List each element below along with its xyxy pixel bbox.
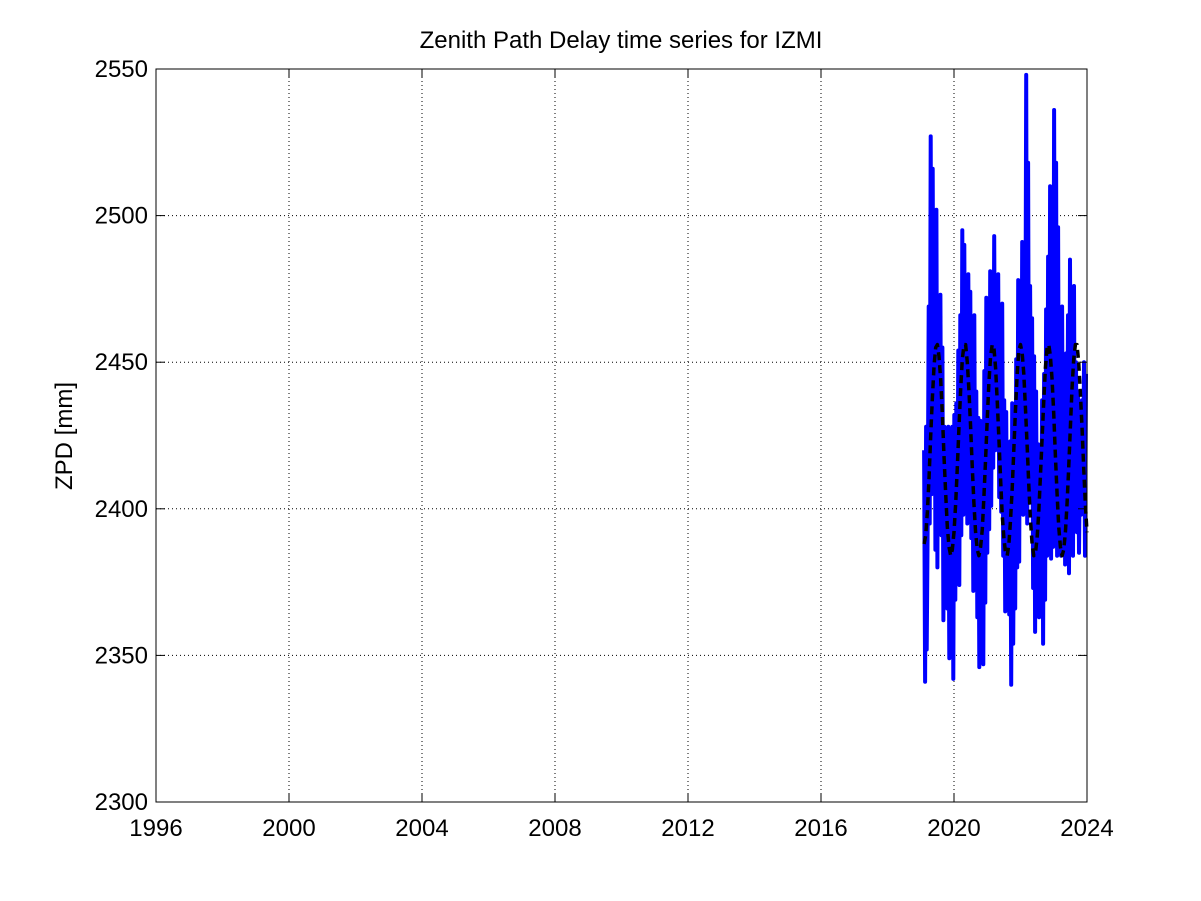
y-axis-label: ZPD [mm] xyxy=(51,382,78,490)
x-tick-label: 1996 xyxy=(129,815,182,842)
y-tick-label: 2350 xyxy=(95,642,148,669)
x-tick-label: 2008 xyxy=(528,815,581,842)
y-tick-labels: 2300 2350 2400 2450 2500 2550 xyxy=(95,56,148,816)
x-tick-label: 2016 xyxy=(794,815,847,842)
y-tick-label: 2500 xyxy=(95,203,148,230)
x-tick-label: 2004 xyxy=(395,815,448,842)
chart-title: Zenith Path Delay time series for IZMI xyxy=(420,27,823,54)
x-tick-label: 2012 xyxy=(661,815,714,842)
y-tick-label: 2450 xyxy=(95,349,148,376)
tick-marks xyxy=(155,68,1088,803)
series-layer xyxy=(922,72,1089,687)
plot-frame xyxy=(155,68,1088,803)
x-tick-label: 2020 xyxy=(927,815,980,842)
y-tick-label: 2550 xyxy=(95,56,148,83)
series-line-model xyxy=(922,342,1089,558)
y-tick-label: 2400 xyxy=(95,496,148,523)
x-tick-label: 2024 xyxy=(1060,815,1113,842)
y-tick-label: 2300 xyxy=(95,789,148,816)
series-line-observed xyxy=(922,72,1088,687)
x-tick-labels: 1996 2000 2004 2008 2012 2016 2020 2024 xyxy=(129,815,1113,842)
x-tick-label: 2000 xyxy=(262,815,315,842)
